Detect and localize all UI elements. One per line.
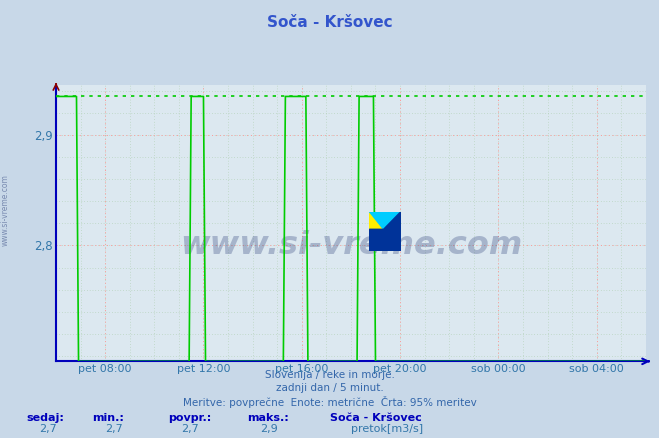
Text: min.:: min.:: [92, 413, 124, 423]
Text: 2,9: 2,9: [260, 424, 278, 434]
Polygon shape: [369, 212, 401, 251]
Polygon shape: [369, 212, 384, 229]
Text: 2,7: 2,7: [181, 424, 199, 434]
Text: zadnji dan / 5 minut.: zadnji dan / 5 minut.: [275, 383, 384, 393]
Text: www.si-vreme.com: www.si-vreme.com: [180, 230, 522, 261]
Text: 2,7: 2,7: [40, 424, 57, 434]
Polygon shape: [369, 212, 401, 229]
Text: pretok[m3/s]: pretok[m3/s]: [351, 424, 422, 434]
Text: Meritve: povprečne  Enote: metrične  Črta: 95% meritev: Meritve: povprečne Enote: metrične Črta:…: [183, 396, 476, 408]
Text: Slovenija / reke in morje.: Slovenija / reke in morje.: [264, 370, 395, 380]
Text: Soča - Kršovec: Soča - Kršovec: [330, 413, 421, 423]
Text: www.si-vreme.com: www.si-vreme.com: [1, 174, 10, 246]
Text: povpr.:: povpr.:: [168, 413, 212, 423]
Text: Soča - Kršovec: Soča - Kršovec: [267, 15, 392, 30]
Text: sedaj:: sedaj:: [26, 413, 64, 423]
Text: maks.:: maks.:: [247, 413, 289, 423]
Text: 2,7: 2,7: [105, 424, 123, 434]
